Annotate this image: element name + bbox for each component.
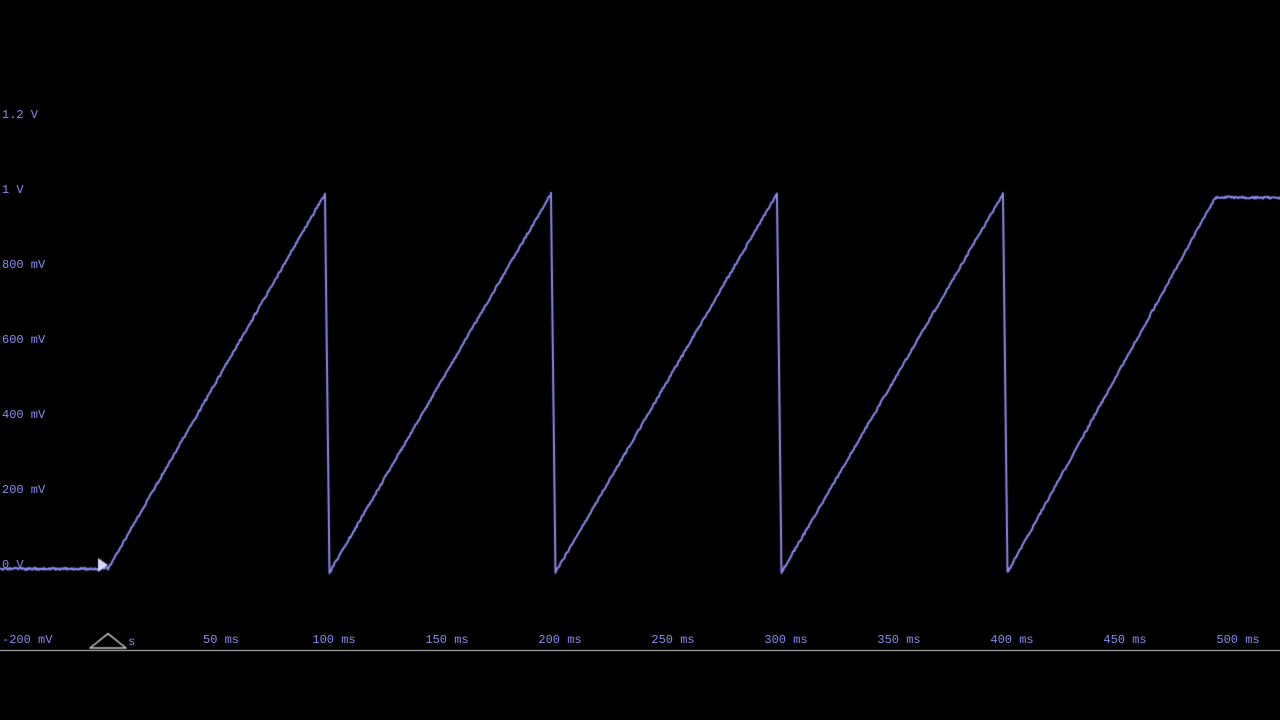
y-tick-label-7: -200 mV — [2, 633, 52, 647]
x-tick-label-5: 300 ms — [764, 633, 807, 647]
x-tick-label-4: 250 ms — [651, 633, 694, 647]
x-tick-label-3: 200 ms — [538, 633, 581, 647]
y-tick-label-1: 1 V — [2, 183, 24, 197]
oscilloscope-display — [0, 0, 1280, 720]
y-tick-label-5: 200 mV — [2, 483, 45, 497]
x-tick-label-7: 400 ms — [990, 633, 1033, 647]
trigger-marker-label: s — [128, 635, 135, 649]
y-tick-label-6: 0 V — [2, 558, 24, 572]
y-tick-label-0: 1.2 V — [2, 108, 38, 122]
y-tick-label-4: 400 mV — [2, 408, 45, 422]
x-tick-label-6: 350 ms — [877, 633, 920, 647]
x-tick-label-9: 500 ms — [1216, 633, 1259, 647]
y-tick-label-2: 800 mV — [2, 258, 45, 272]
x-tick-label-0: 50 ms — [203, 633, 239, 647]
x-tick-label-8: 450 ms — [1103, 633, 1146, 647]
y-tick-label-3: 600 mV — [2, 333, 45, 347]
x-tick-label-1: 100 ms — [312, 633, 355, 647]
x-tick-label-2: 150 ms — [425, 633, 468, 647]
